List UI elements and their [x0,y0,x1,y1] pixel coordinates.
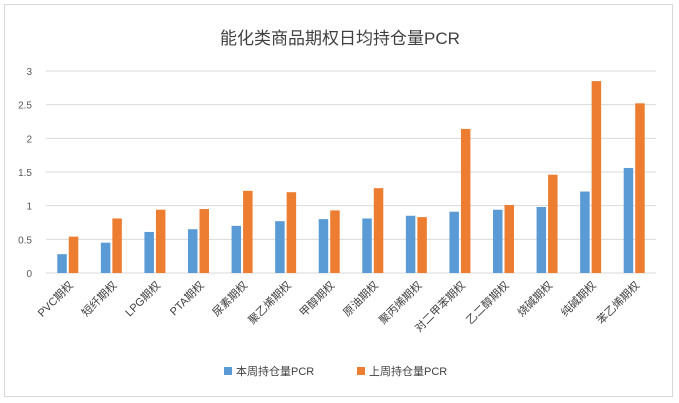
bar-this-week [580,191,590,273]
bar-last-week [286,192,297,273]
bar-this-week [188,229,198,273]
x-tick-label: 甲醇期权 [296,278,337,319]
bar-last-week [504,204,514,273]
bar-last-week [68,236,79,273]
bar-this-week [144,231,154,273]
bars [57,81,645,273]
bar-this-week [449,211,459,273]
bar-last-week [199,209,209,273]
x-tick-label: 聚乙烯期权 [246,279,294,327]
legend: 本周持仓量PCR 上周持仓量PCR [224,364,447,378]
y-tick-label: 1.5 [18,168,32,179]
bar-this-week [100,242,111,273]
x-tick-label: LPG期权 [123,279,163,319]
x-tick-label: 尿素期权 [210,279,250,319]
bar-this-week [405,215,416,273]
x-tick-label: 聚丙烯期权 [376,279,424,327]
y-tick-label: 1 [26,202,32,213]
x-tick-label: 纯碱期权 [558,279,598,319]
bar-this-week [536,207,547,273]
y-tick-label: 2 [26,134,32,145]
bar-last-week [155,209,166,273]
x-tick-label: 乙二醇期权 [463,278,512,327]
bar-last-week [330,210,340,273]
legend-label: 本周持仓量PCR [236,364,314,378]
bar-this-week [275,221,285,273]
gridlines [46,70,656,274]
bar-this-week [57,254,67,273]
bar-last-week [548,174,558,273]
y-tick-label: 0 [26,269,32,280]
x-tick-label: 原油期权 [340,278,381,319]
x-tick-label: PTA期权 [167,279,206,318]
bar-this-week [493,209,503,273]
bar-this-week [231,225,242,273]
legend-swatch [224,367,232,375]
bar-last-week [417,217,427,273]
bar-last-week [112,218,122,273]
bar-this-week [362,218,372,273]
x-tick-label: PVC期权 [35,279,76,320]
bar-last-week [591,81,602,273]
chart-title: 能化类商品期权日均持仓量PCR [220,29,460,48]
x-tick-label: 苯乙烯期权 [594,278,643,327]
chart-frame [4,4,673,397]
y-axis: 0 0.5 1 1.5 2 2.5 3 [18,67,32,280]
bar-last-week [373,188,384,273]
y-tick-label: 2.5 [18,101,32,112]
bar-this-week [623,167,634,273]
legend-label: 上周持仓量PCR [369,364,447,378]
x-tick-label: 烧碱期权 [515,279,555,319]
bar-last-week [635,103,645,273]
x-tick-label: 短纤期权 [78,278,119,319]
y-tick-label: 0.5 [18,235,32,246]
y-tick-label: 3 [26,67,32,78]
bar-this-week [318,219,329,273]
legend-swatch [357,367,365,375]
bar-last-week [460,128,471,273]
bar-last-week [243,190,253,273]
